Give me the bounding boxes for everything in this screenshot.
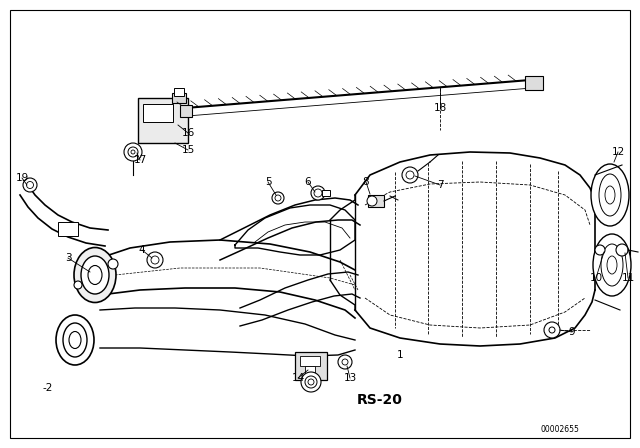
- Circle shape: [151, 256, 159, 264]
- Circle shape: [308, 379, 314, 385]
- Text: 6: 6: [305, 177, 311, 187]
- Text: 10: 10: [589, 273, 603, 283]
- Text: RS-20: RS-20: [357, 393, 403, 407]
- Circle shape: [74, 281, 82, 289]
- Ellipse shape: [607, 256, 617, 274]
- Bar: [174, 88, 184, 96]
- Circle shape: [595, 245, 605, 255]
- Ellipse shape: [601, 244, 623, 286]
- Bar: [525, 76, 543, 90]
- Bar: [180, 105, 192, 117]
- Text: 7: 7: [436, 180, 444, 190]
- Text: 17: 17: [133, 155, 147, 165]
- Circle shape: [23, 178, 37, 192]
- Circle shape: [301, 372, 321, 392]
- Text: 1: 1: [397, 350, 403, 360]
- Circle shape: [406, 171, 414, 179]
- Circle shape: [549, 327, 555, 333]
- Bar: [143, 104, 173, 122]
- Ellipse shape: [88, 266, 102, 284]
- Circle shape: [314, 189, 322, 197]
- Bar: [300, 356, 320, 366]
- Text: 5: 5: [265, 177, 271, 187]
- Text: 9: 9: [569, 327, 575, 337]
- Text: 16: 16: [181, 128, 195, 138]
- Ellipse shape: [74, 247, 116, 302]
- Bar: [172, 93, 186, 103]
- Circle shape: [342, 359, 348, 365]
- Circle shape: [275, 195, 281, 201]
- Circle shape: [124, 143, 142, 161]
- Ellipse shape: [63, 323, 87, 357]
- Circle shape: [305, 376, 317, 388]
- Text: 18: 18: [433, 103, 447, 113]
- Bar: [368, 195, 384, 207]
- Ellipse shape: [593, 234, 631, 296]
- Circle shape: [147, 252, 163, 268]
- Bar: [138, 98, 188, 143]
- Text: 12: 12: [611, 147, 625, 157]
- Ellipse shape: [599, 174, 621, 216]
- Circle shape: [338, 355, 352, 369]
- Circle shape: [402, 167, 418, 183]
- Text: 00002655: 00002655: [541, 426, 579, 435]
- Bar: [322, 190, 330, 196]
- Text: 14: 14: [291, 373, 305, 383]
- Text: 15: 15: [181, 145, 195, 155]
- Ellipse shape: [69, 332, 81, 349]
- Text: 11: 11: [621, 273, 635, 283]
- Text: -2: -2: [43, 383, 53, 393]
- Bar: [295, 352, 327, 380]
- Circle shape: [544, 322, 560, 338]
- Circle shape: [616, 244, 628, 256]
- Circle shape: [131, 150, 135, 154]
- Text: 19: 19: [15, 173, 29, 183]
- Ellipse shape: [605, 186, 615, 204]
- Text: 13: 13: [344, 373, 356, 383]
- Bar: [305, 366, 315, 374]
- Text: 8: 8: [363, 177, 369, 187]
- Circle shape: [311, 186, 325, 200]
- Text: 3: 3: [65, 253, 71, 263]
- Bar: [58, 222, 78, 236]
- Ellipse shape: [81, 256, 109, 294]
- Circle shape: [272, 192, 284, 204]
- Circle shape: [26, 181, 33, 189]
- Circle shape: [108, 259, 118, 269]
- Circle shape: [367, 196, 377, 206]
- Text: 4: 4: [139, 245, 145, 255]
- Ellipse shape: [56, 315, 94, 365]
- Ellipse shape: [591, 164, 629, 226]
- Circle shape: [128, 147, 138, 157]
